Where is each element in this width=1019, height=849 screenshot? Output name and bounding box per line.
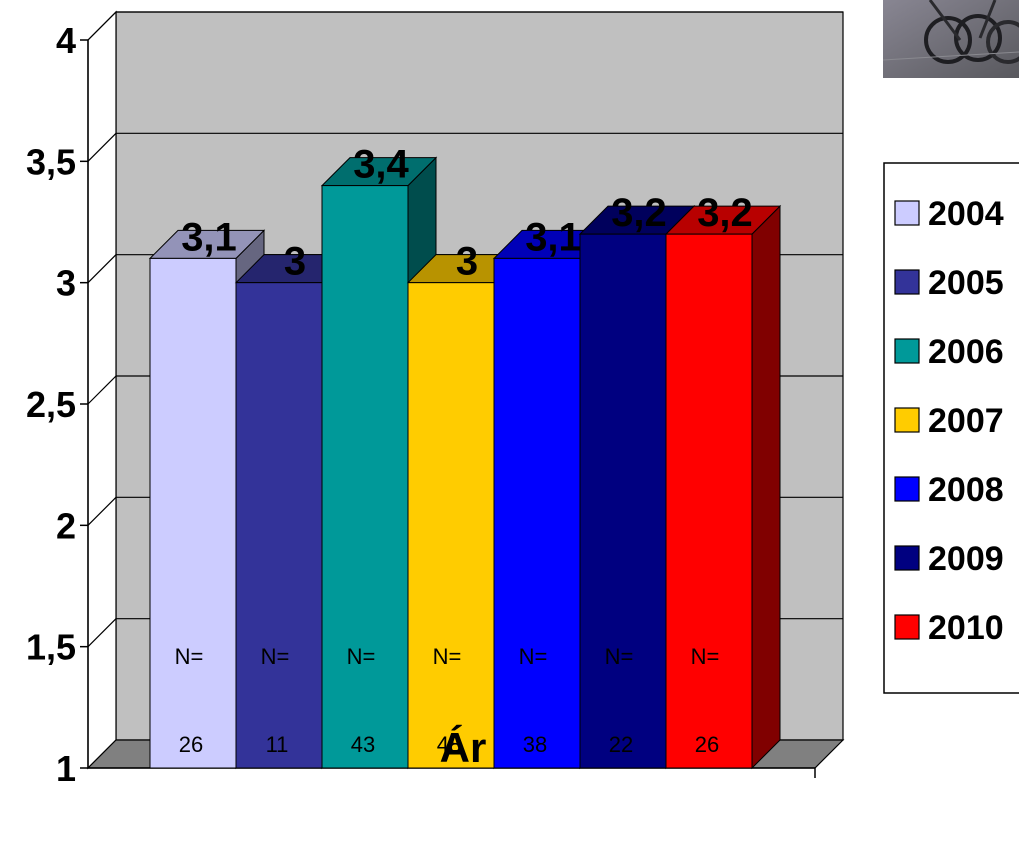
n-label-prefix: N= bbox=[261, 644, 290, 669]
legend-item-2005: 2005 bbox=[894, 264, 1004, 302]
bar-2010 bbox=[664, 204, 782, 770]
y-tick-label: 2,5 bbox=[26, 384, 76, 425]
n-label-value: 11 bbox=[266, 732, 289, 757]
value-label: 3,2 bbox=[611, 191, 667, 235]
value-label: 3,1 bbox=[525, 215, 581, 259]
legend-swatch bbox=[894, 269, 920, 295]
bar-front bbox=[493, 257, 581, 769]
n-label-value: 38 bbox=[523, 732, 547, 757]
bar-front bbox=[665, 233, 753, 769]
legend-swatch bbox=[894, 545, 920, 571]
n-label-value: 26 bbox=[695, 732, 719, 757]
bicycle-photo-icon bbox=[882, 0, 1019, 78]
n-label-prefix: N= bbox=[433, 644, 462, 669]
y-tick-label: 3 bbox=[56, 263, 76, 304]
legend-item-2010: 2010 bbox=[894, 609, 1004, 647]
legend-label: 2006 bbox=[928, 333, 1004, 371]
legend-item-2008: 2008 bbox=[894, 471, 1004, 509]
gridline-side bbox=[87, 11, 117, 41]
n-label-value: 43 bbox=[351, 732, 375, 757]
value-label: 3,2 bbox=[697, 191, 753, 235]
y-tick-label: 2 bbox=[56, 505, 76, 546]
legend: 2004 2005 2006 2007 2008 2009 2010 bbox=[883, 162, 1019, 694]
gridline-side bbox=[87, 254, 117, 284]
bar-front bbox=[407, 282, 495, 769]
legend-item-2006: 2006 bbox=[894, 333, 1004, 371]
legend-item-2004: 2004 bbox=[894, 195, 1004, 233]
legend-label: 2005 bbox=[928, 264, 1004, 302]
y-tick-label: 3,5 bbox=[26, 141, 76, 182]
legend-swatch bbox=[894, 407, 920, 433]
legend-label: 2004 bbox=[928, 195, 1004, 233]
bar-front bbox=[321, 185, 409, 769]
bar-front bbox=[579, 233, 667, 769]
n-label-prefix: N= bbox=[691, 644, 720, 669]
bar-front bbox=[149, 257, 237, 769]
legend-swatch bbox=[894, 200, 920, 226]
n-label-value: 26 bbox=[179, 732, 203, 757]
x-axis-title: Ár bbox=[440, 724, 487, 771]
y-tick-label: 1,5 bbox=[26, 627, 76, 668]
legend-swatch bbox=[894, 614, 920, 640]
legend-swatch bbox=[894, 338, 920, 364]
legend-label: 2009 bbox=[928, 540, 1004, 578]
n-label-prefix: N= bbox=[175, 644, 204, 669]
value-label: 3,4 bbox=[353, 143, 409, 187]
value-label: 3 bbox=[284, 240, 306, 284]
n-label-value: 22 bbox=[609, 732, 633, 757]
y-tick-label: 4 bbox=[56, 20, 76, 61]
n-label-prefix: N= bbox=[519, 644, 548, 669]
n-label-prefix: N= bbox=[347, 644, 376, 669]
n-label-value: 48 bbox=[437, 732, 461, 757]
gridline-side bbox=[87, 496, 117, 526]
value-label: 3,1 bbox=[181, 215, 237, 259]
legend-label: 2010 bbox=[928, 609, 1004, 647]
legend-label: 2008 bbox=[928, 471, 1004, 509]
bars bbox=[148, 156, 782, 770]
value-label: 3 bbox=[456, 240, 478, 284]
legend-item-2009: 2009 bbox=[894, 540, 1004, 578]
data-labels: 3,1 N= 26 3 N= 11 3,4 N= 43 3 N= 48 3,1 N= 38 3,2 N= 22 3,… bbox=[175, 143, 753, 757]
gridline-side bbox=[87, 375, 117, 405]
legend-label: 2007 bbox=[928, 402, 1004, 440]
legend-swatch bbox=[894, 476, 920, 502]
gridline-side bbox=[87, 132, 117, 162]
legend-item-2007: 2007 bbox=[894, 402, 1004, 440]
y-tick-label: 1 bbox=[56, 748, 76, 789]
gridline-side bbox=[87, 618, 117, 648]
bar-side bbox=[751, 204, 781, 770]
bar-front bbox=[235, 282, 323, 769]
n-label-prefix: N= bbox=[605, 644, 634, 669]
